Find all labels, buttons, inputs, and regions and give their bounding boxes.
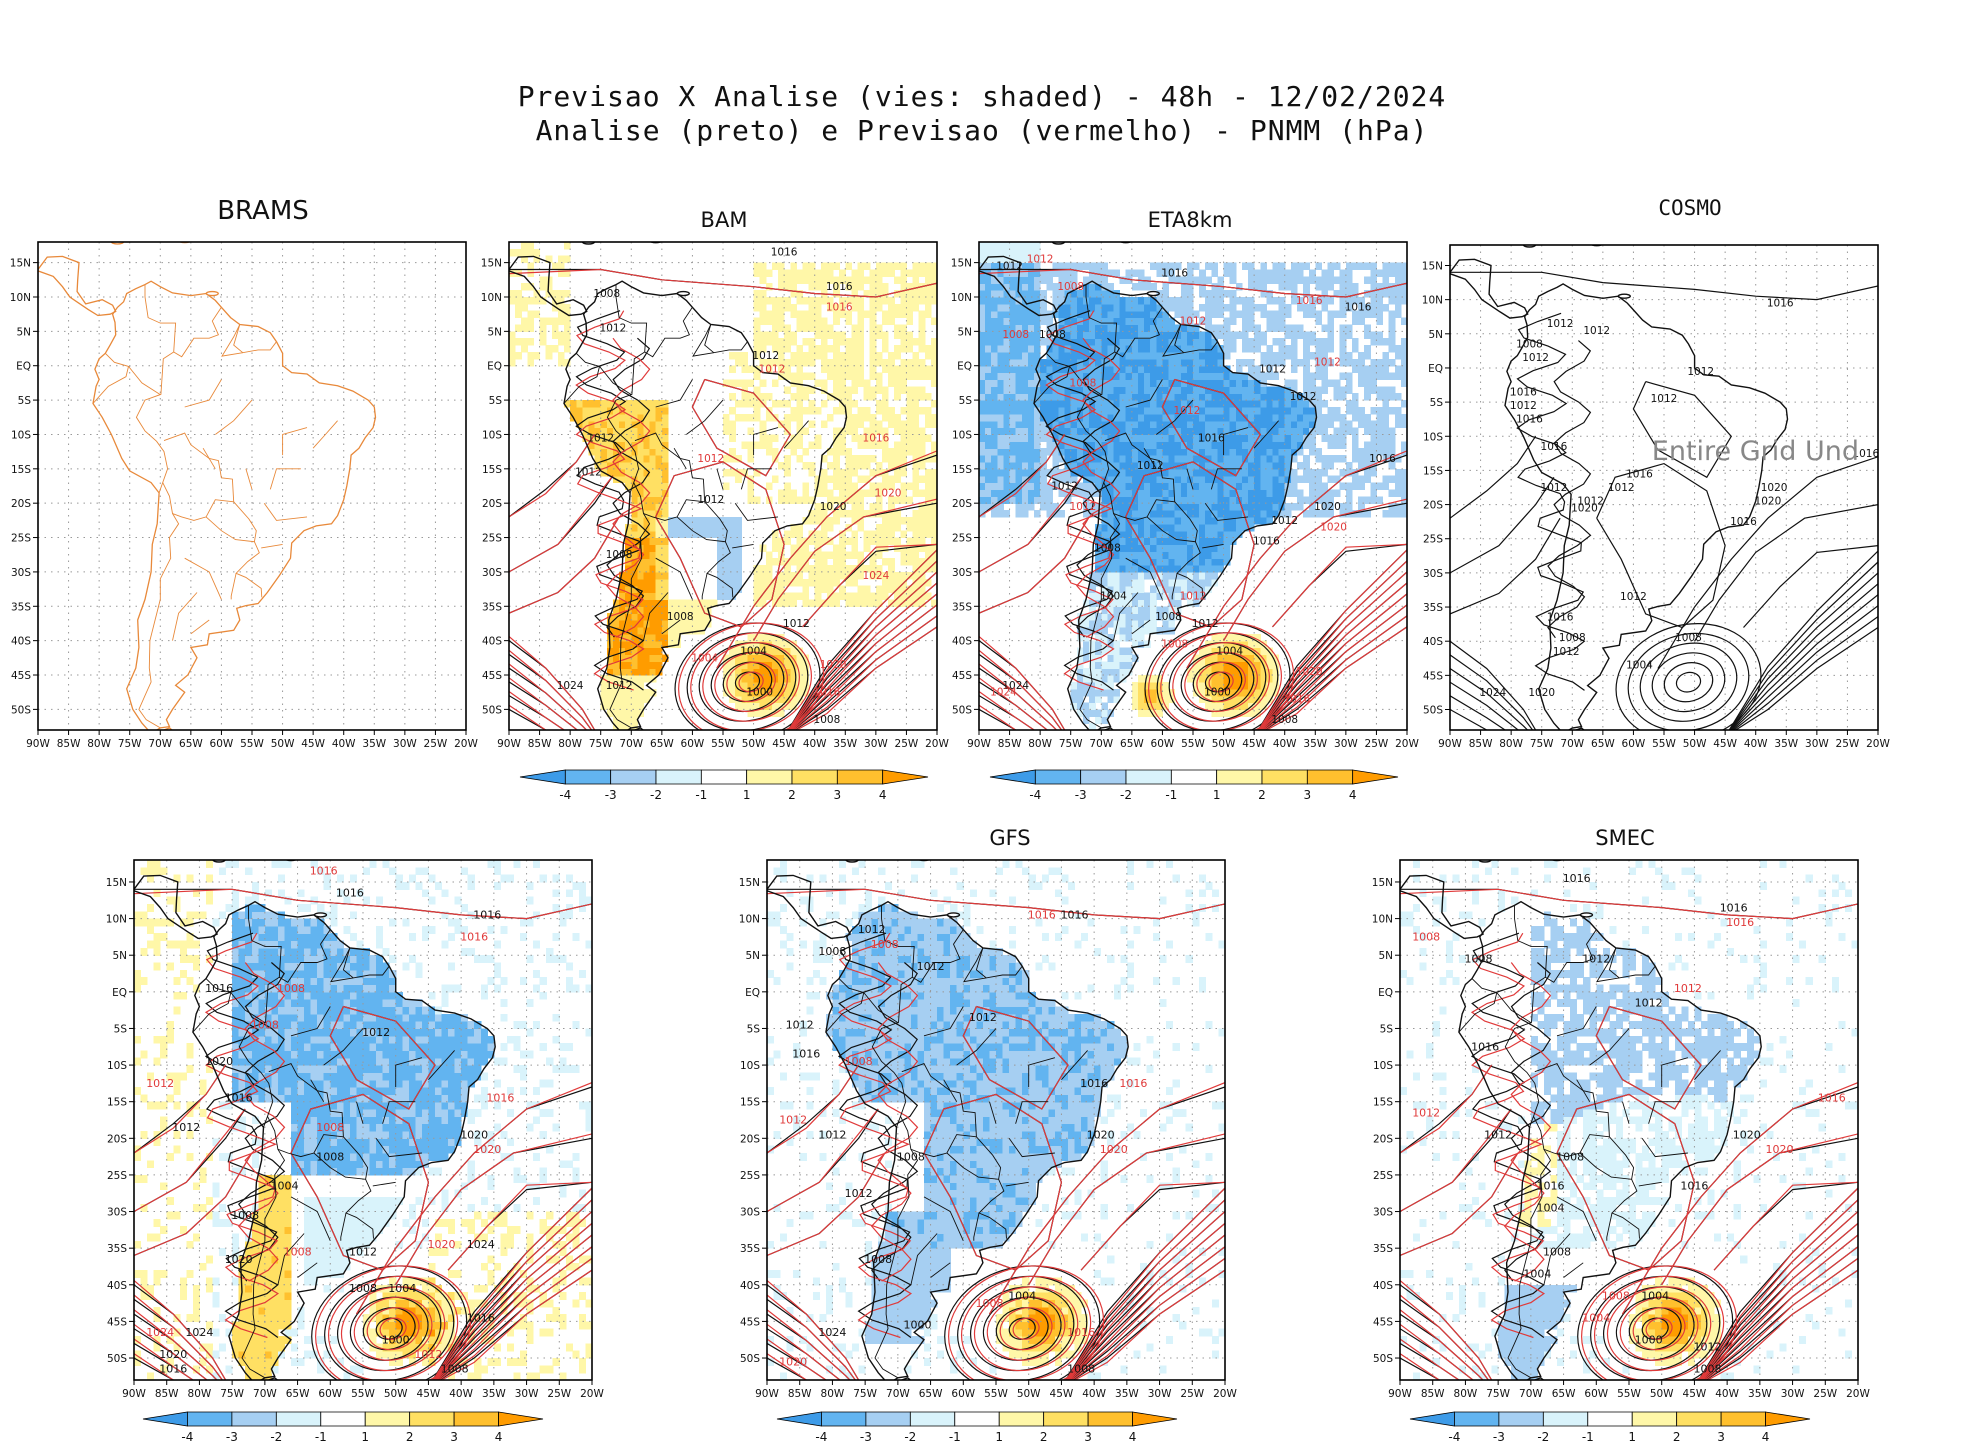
colorbar-segment bbox=[1721, 1412, 1765, 1426]
colorbar-label: -2 bbox=[1537, 1430, 1549, 1444]
colorbar-segment bbox=[1454, 1412, 1498, 1426]
colorbar-segment bbox=[1677, 1412, 1721, 1426]
colorbar-label: 4 bbox=[1762, 1430, 1770, 1444]
colorbar-segment bbox=[1499, 1412, 1543, 1426]
colorbar-segment bbox=[1766, 1412, 1810, 1426]
colorbar-label: -1 bbox=[1582, 1430, 1594, 1444]
colorbar-segment bbox=[1632, 1412, 1676, 1426]
lon-tick-label: 20W bbox=[1846, 1388, 1870, 1400]
colorbar-label: 1 bbox=[1628, 1430, 1636, 1444]
colorbar-label: -3 bbox=[1493, 1430, 1505, 1444]
colorbar-segment bbox=[1588, 1412, 1632, 1426]
colorbar-label: 2 bbox=[1673, 1430, 1681, 1444]
colorbar-smec: -4 -3 -2 -1 1 2 3 4 bbox=[0, 0, 1830, 1448]
colorbar-label: -4 bbox=[1448, 1430, 1460, 1444]
colorbar-segment bbox=[1410, 1412, 1454, 1426]
colorbar-label: 3 bbox=[1717, 1430, 1725, 1444]
colorbar-segment bbox=[1543, 1412, 1587, 1426]
